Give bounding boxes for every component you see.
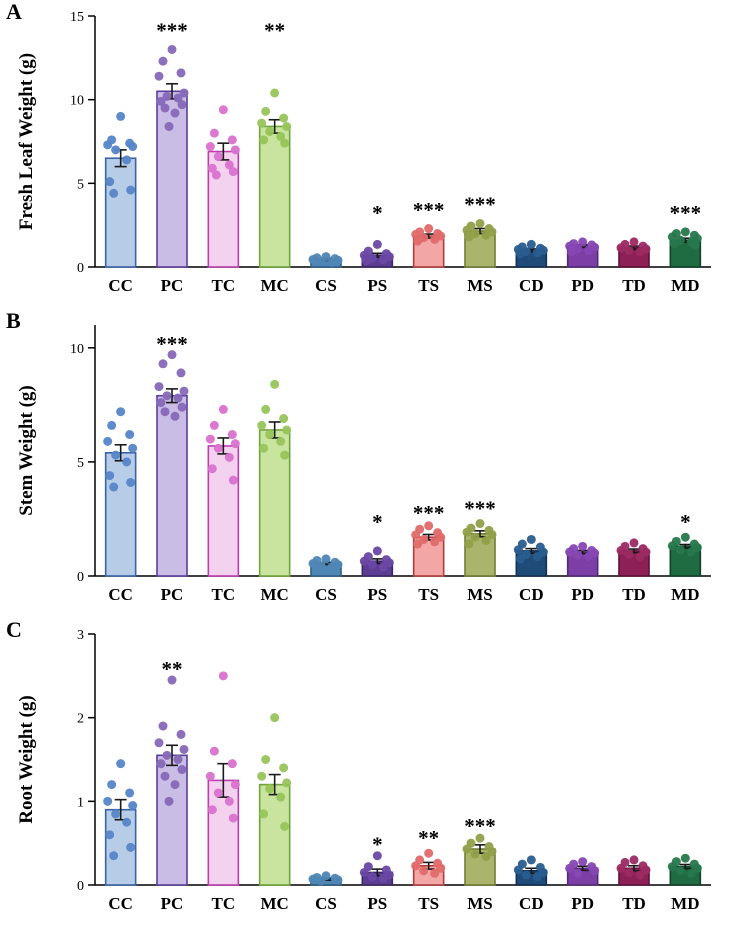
svg-text:10: 10 <box>70 94 84 109</box>
svg-text:***: *** <box>464 496 496 520</box>
svg-text:Stem Weight (g): Stem Weight (g) <box>16 385 37 516</box>
svg-text:0: 0 <box>77 879 84 894</box>
svg-text:TS: TS <box>418 894 439 913</box>
panel-c-chart: 0 1 2 3 Root Weight (g) CC PC ** TC MC CS PS * TS ** MS… <box>16 628 711 913</box>
svg-text:PS: PS <box>367 894 387 913</box>
svg-text:***: *** <box>413 501 445 525</box>
svg-text:10: 10 <box>70 342 84 357</box>
svg-text:TD: TD <box>622 894 646 913</box>
svg-text:CD: CD <box>519 894 544 913</box>
svg-text:MC: MC <box>261 894 289 913</box>
svg-text:0: 0 <box>77 261 84 276</box>
svg-text:CC: CC <box>108 894 133 913</box>
svg-text:MD: MD <box>671 276 699 295</box>
svg-text:*: * <box>372 510 383 534</box>
svg-text:TS: TS <box>418 585 439 604</box>
svg-text:TD: TD <box>622 585 646 604</box>
svg-text:MD: MD <box>671 585 699 604</box>
svg-text:TC: TC <box>212 585 236 604</box>
svg-text:3: 3 <box>77 628 84 643</box>
panel-b: B 0 5 10 Stem Weight (g) CC PC *** TC MC CS PS * TS *… <box>0 309 733 618</box>
svg-text:***: *** <box>670 201 702 225</box>
svg-text:TC: TC <box>212 276 236 295</box>
svg-text:PC: PC <box>161 276 184 295</box>
svg-text:***: *** <box>413 198 445 222</box>
panel-a-letter: A <box>6 0 22 24</box>
svg-text:CS: CS <box>315 585 337 604</box>
svg-text:**: ** <box>418 826 439 850</box>
svg-text:***: *** <box>464 814 496 838</box>
svg-text:*: * <box>372 201 383 225</box>
panel-c-letter: C <box>6 617 22 642</box>
svg-text:***: *** <box>156 332 188 356</box>
svg-text:0: 0 <box>77 570 84 585</box>
svg-text:PS: PS <box>367 585 387 604</box>
svg-text:PC: PC <box>161 585 184 604</box>
svg-text:MS: MS <box>467 276 493 295</box>
svg-text:MC: MC <box>261 585 289 604</box>
svg-text:*: * <box>372 832 383 856</box>
svg-text:*: * <box>680 510 691 534</box>
svg-text:CD: CD <box>519 276 544 295</box>
svg-text:5: 5 <box>77 177 84 192</box>
svg-text:2: 2 <box>77 712 84 727</box>
svg-text:PD: PD <box>571 276 594 295</box>
svg-text:CC: CC <box>108 585 133 604</box>
svg-text:TC: TC <box>212 894 236 913</box>
svg-text:CC: CC <box>108 276 133 295</box>
svg-text:PS: PS <box>367 276 387 295</box>
svg-text:CD: CD <box>519 585 544 604</box>
svg-text:***: *** <box>464 193 496 217</box>
svg-text:Root Weight (g): Root Weight (g) <box>16 695 37 823</box>
svg-text:TD: TD <box>622 276 646 295</box>
svg-text:MC: MC <box>261 276 289 295</box>
svg-text:Fresh Leaf Weight (g): Fresh Leaf Weight (g) <box>16 53 37 230</box>
svg-text:CS: CS <box>315 276 337 295</box>
panel-c: C 0 1 2 3 Root Weight (g) CC PC ** TC MC CS PS * TS **… <box>0 618 733 927</box>
svg-text:PD: PD <box>571 894 594 913</box>
svg-text:5: 5 <box>77 456 84 471</box>
svg-text:15: 15 <box>70 10 84 25</box>
panel-a: A 0 5 10 15 Fresh Leaf Weight (g) CC PC *** TC MC… <box>0 0 733 309</box>
svg-text:**: ** <box>162 657 183 681</box>
svg-text:**: ** <box>264 19 285 43</box>
svg-text:MS: MS <box>467 894 493 913</box>
svg-text:TS: TS <box>418 276 439 295</box>
svg-text:1: 1 <box>77 795 84 810</box>
svg-text:PC: PC <box>161 894 184 913</box>
svg-text:PD: PD <box>571 585 594 604</box>
svg-text:MD: MD <box>671 894 699 913</box>
svg-text:***: *** <box>156 19 188 43</box>
panel-b-letter: B <box>6 308 21 333</box>
svg-text:CS: CS <box>315 894 337 913</box>
svg-text:MS: MS <box>467 585 493 604</box>
